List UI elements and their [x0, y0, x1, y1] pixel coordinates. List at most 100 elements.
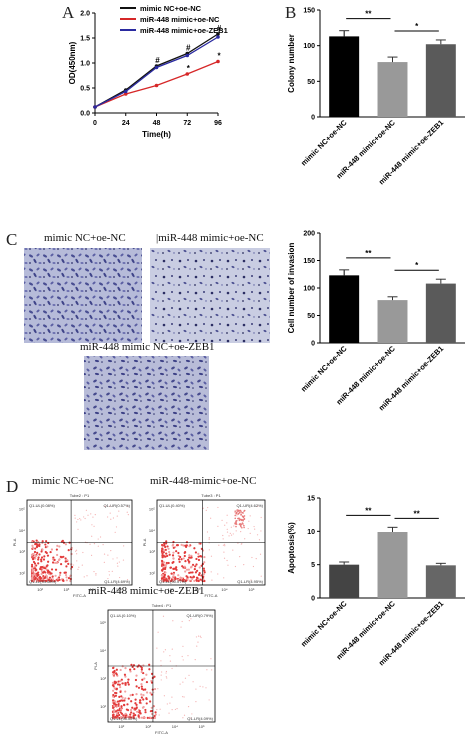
event-dot: [108, 570, 110, 573]
event-dot: [162, 615, 165, 617]
event-dot: [241, 526, 243, 529]
event-dot: [188, 674, 190, 677]
event-dot: [33, 550, 37, 554]
event-dot: [171, 577, 174, 580]
event-dot: [222, 538, 224, 540]
event-dot: [120, 695, 123, 698]
event-dot: [91, 524, 93, 526]
event-dot: [58, 574, 62, 577]
category-label: mimic NC+oe-NC: [299, 344, 349, 394]
event-dot: [179, 555, 182, 559]
event-dot: [119, 679, 122, 683]
event-dot: [67, 562, 70, 566]
quadrant-ul-label: Q1-UL(0.10%): [110, 613, 136, 618]
event-dot: [171, 544, 174, 547]
event-dot: [116, 557, 118, 559]
event-dot: [253, 525, 255, 528]
event-dot: [145, 702, 148, 705]
event-dot: [92, 516, 94, 518]
event-dot: [38, 544, 41, 548]
event-dot: [181, 620, 183, 623]
event-dot: [240, 513, 242, 515]
event-dot: [59, 555, 62, 558]
event-dot: [177, 578, 180, 581]
event-dot: [124, 697, 127, 700]
significance-mark: *: [187, 64, 191, 73]
event-dot: [182, 681, 184, 683]
bar: [425, 283, 456, 343]
event-dot: [164, 571, 167, 574]
event-dot: [149, 691, 152, 694]
event-dot: [144, 711, 147, 714]
event-dot: [135, 693, 138, 696]
event-dot: [87, 514, 89, 516]
invasion-micrograph-3: miR-448 mimic NC+oe-ZEB1: [80, 341, 215, 450]
event-dot: [185, 568, 189, 571]
event-dot: [51, 578, 54, 581]
event-dot: [189, 566, 193, 569]
y-decade-label: 10⁵: [100, 620, 106, 625]
event-dot: [226, 522, 228, 524]
event-dot: [249, 515, 251, 517]
event-dot: [31, 568, 34, 571]
event-dot: [93, 570, 95, 573]
event-dot: [205, 509, 207, 511]
bar: [377, 62, 408, 117]
event-dot: [116, 705, 119, 708]
event-dot: [190, 554, 193, 557]
x-decade-label: 10³: [63, 587, 69, 592]
event-dot: [182, 717, 184, 719]
event-dot: [112, 702, 116, 705]
event-dot: [224, 524, 226, 526]
event-dot: [203, 561, 206, 564]
event-dot: [160, 577, 164, 580]
flow-y-axis-label: PI-A: [142, 538, 147, 546]
event-dot: [116, 683, 120, 686]
event-dot: [119, 715, 123, 719]
event-dot: [190, 618, 192, 620]
event-dot: [230, 534, 233, 536]
event-dot: [37, 541, 40, 544]
event-dot: [63, 571, 66, 574]
event-dot: [260, 575, 262, 577]
event-dot: [229, 532, 231, 535]
event-dot: [114, 694, 118, 697]
flow-y-axis-label: PI-A: [12, 538, 17, 546]
y-tick-label: 1.0: [80, 61, 90, 68]
significance-label: **: [414, 509, 421, 518]
event-dot: [163, 695, 165, 697]
event-dot: [161, 552, 164, 555]
x-decade-label: 10⁴: [90, 587, 96, 592]
event-dot: [118, 716, 121, 720]
event-dot: [172, 579, 175, 582]
event-dot: [137, 714, 140, 717]
event-dot: [223, 543, 226, 545]
event-dot: [200, 574, 203, 577]
event-dot: [236, 515, 238, 517]
event-dot: [61, 579, 64, 582]
event-dot: [184, 570, 187, 573]
event-dot: [241, 543, 243, 545]
quadrant-ur-label: Q1-UR(0.79%): [187, 613, 214, 618]
event-dot: [31, 574, 35, 577]
event-dot: [206, 669, 208, 671]
event-dot: [226, 528, 228, 530]
event-dot: [197, 635, 200, 637]
event-dot: [208, 536, 210, 539]
event-dot: [33, 578, 37, 581]
quadrant-lr-label: Q1-LR(4.69%): [104, 579, 130, 584]
event-dot: [30, 565, 34, 568]
event-dot: [121, 696, 124, 699]
event-dot: [41, 579, 44, 583]
event-dot: [186, 578, 189, 581]
event-dot: [161, 547, 164, 550]
event-dot: [75, 549, 78, 551]
y-decade-label: 10⁵: [149, 507, 155, 512]
event-dot: [202, 686, 204, 688]
event-dot: [195, 688, 197, 690]
event-dot: [197, 573, 201, 576]
event-dot: [113, 680, 116, 683]
y-tick-label: 0.5: [80, 86, 90, 93]
event-dot: [162, 578, 166, 581]
event-dot: [171, 561, 174, 564]
